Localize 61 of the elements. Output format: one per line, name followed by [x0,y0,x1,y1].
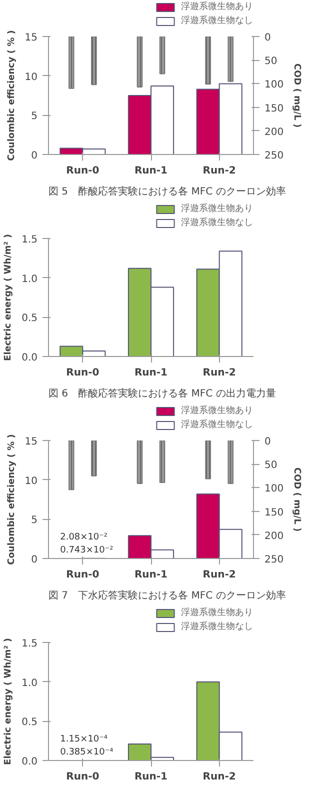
caption: 図 7 下水応答実験における各 MFC のクーロン効率 [48,590,286,602]
legend-label: 浮遊系微生物あり [181,404,253,417]
data-label: 2.08×10⁻² [60,532,108,542]
y2-tick-label: 100 [264,484,284,495]
data-label: 0.743×10⁻² [60,545,114,556]
y2-tick-label: 50 [264,460,278,472]
y2-tick-label: 150 [264,103,284,114]
y2-tick-label: 150 [264,507,284,518]
y-tick-label: 1.0 [22,678,38,689]
y-axis-title: Electric energy ( Wh/m² ) [4,638,14,765]
y-tick-label: 5 [31,111,38,122]
legend-label: 浮遊系微生物あり [181,0,253,13]
y-tick-label: 0.5 [22,313,38,324]
y-tick-label: 1.0 [22,274,38,285]
x-tick-label: Run-2 [202,368,236,378]
y-axis-title: Electric energy ( Wh/m² ) [4,234,14,361]
caption: 図 6 酢酸応答実験における各 MFC の出力電力量 [48,388,276,400]
x-tick-label: Run-1 [134,772,168,782]
x-tick-label: Run-1 [134,570,168,580]
y-tick-label: 10 [24,72,38,83]
caption: 図 5 酢酸応答実験における各 MFC のクーロン効率 [48,186,286,198]
y-tick-label: 0 [31,554,38,566]
y-tick-label: 0 [31,150,38,162]
legend-label: 浮遊系微生物なし [181,620,253,633]
y2-tick-label: 100 [264,80,284,91]
data-label: 0.385×10⁻⁴ [60,747,114,758]
legend-label: 浮遊系微生物なし [181,14,253,27]
legend-label: 浮遊系微生物なし [181,216,253,229]
x-tick-label: Run-0 [66,368,100,378]
y-tick-label: 5 [31,515,38,526]
x-tick-label: Run-2 [202,772,236,782]
y2-tick-label: 200 [264,126,284,138]
x-tick-label: Run-0 [66,166,100,176]
y-tick-label: 1.5 [22,638,38,650]
y2-axis-title: COD ( mg/L ) [292,467,302,532]
y2-tick-label: 250 [264,150,284,162]
y2-tick-label: 0 [264,32,271,44]
x-tick-label: Run-1 [134,166,168,176]
y-axis-title: Coulombic efficiency ( % ) [6,30,17,161]
legend-label: 浮遊系微生物あり [181,606,253,619]
x-tick-label: Run-0 [66,570,100,580]
y2-tick-label: 200 [264,530,284,542]
x-tick-label: Run-0 [66,772,100,782]
legend-label: 浮遊系微生物あり [181,202,253,215]
data-label: 1.15×10⁻⁴ [60,734,108,744]
y-tick-label: 0.0 [22,756,38,768]
legend-label: 浮遊系微生物なし [181,418,253,431]
y-tick-label: 1.5 [22,234,38,246]
y2-tick-label: 250 [264,554,284,566]
x-tick-label: Run-2 [202,570,236,580]
y-tick-label: 0.0 [22,352,38,364]
y2-tick-label: 50 [264,56,278,68]
y2-axis-title: COD ( mg/L ) [292,63,302,128]
y-tick-label: 15 [24,32,38,44]
y-tick-label: 0.5 [22,717,38,728]
y-tick-label: 15 [24,436,38,448]
y2-tick-label: 0 [264,436,271,448]
y-axis-title: Coulombic efficiency ( % ) [6,434,17,565]
y-tick-label: 10 [24,476,38,487]
x-tick-label: Run-1 [134,368,168,378]
x-tick-label: Run-2 [202,166,236,176]
